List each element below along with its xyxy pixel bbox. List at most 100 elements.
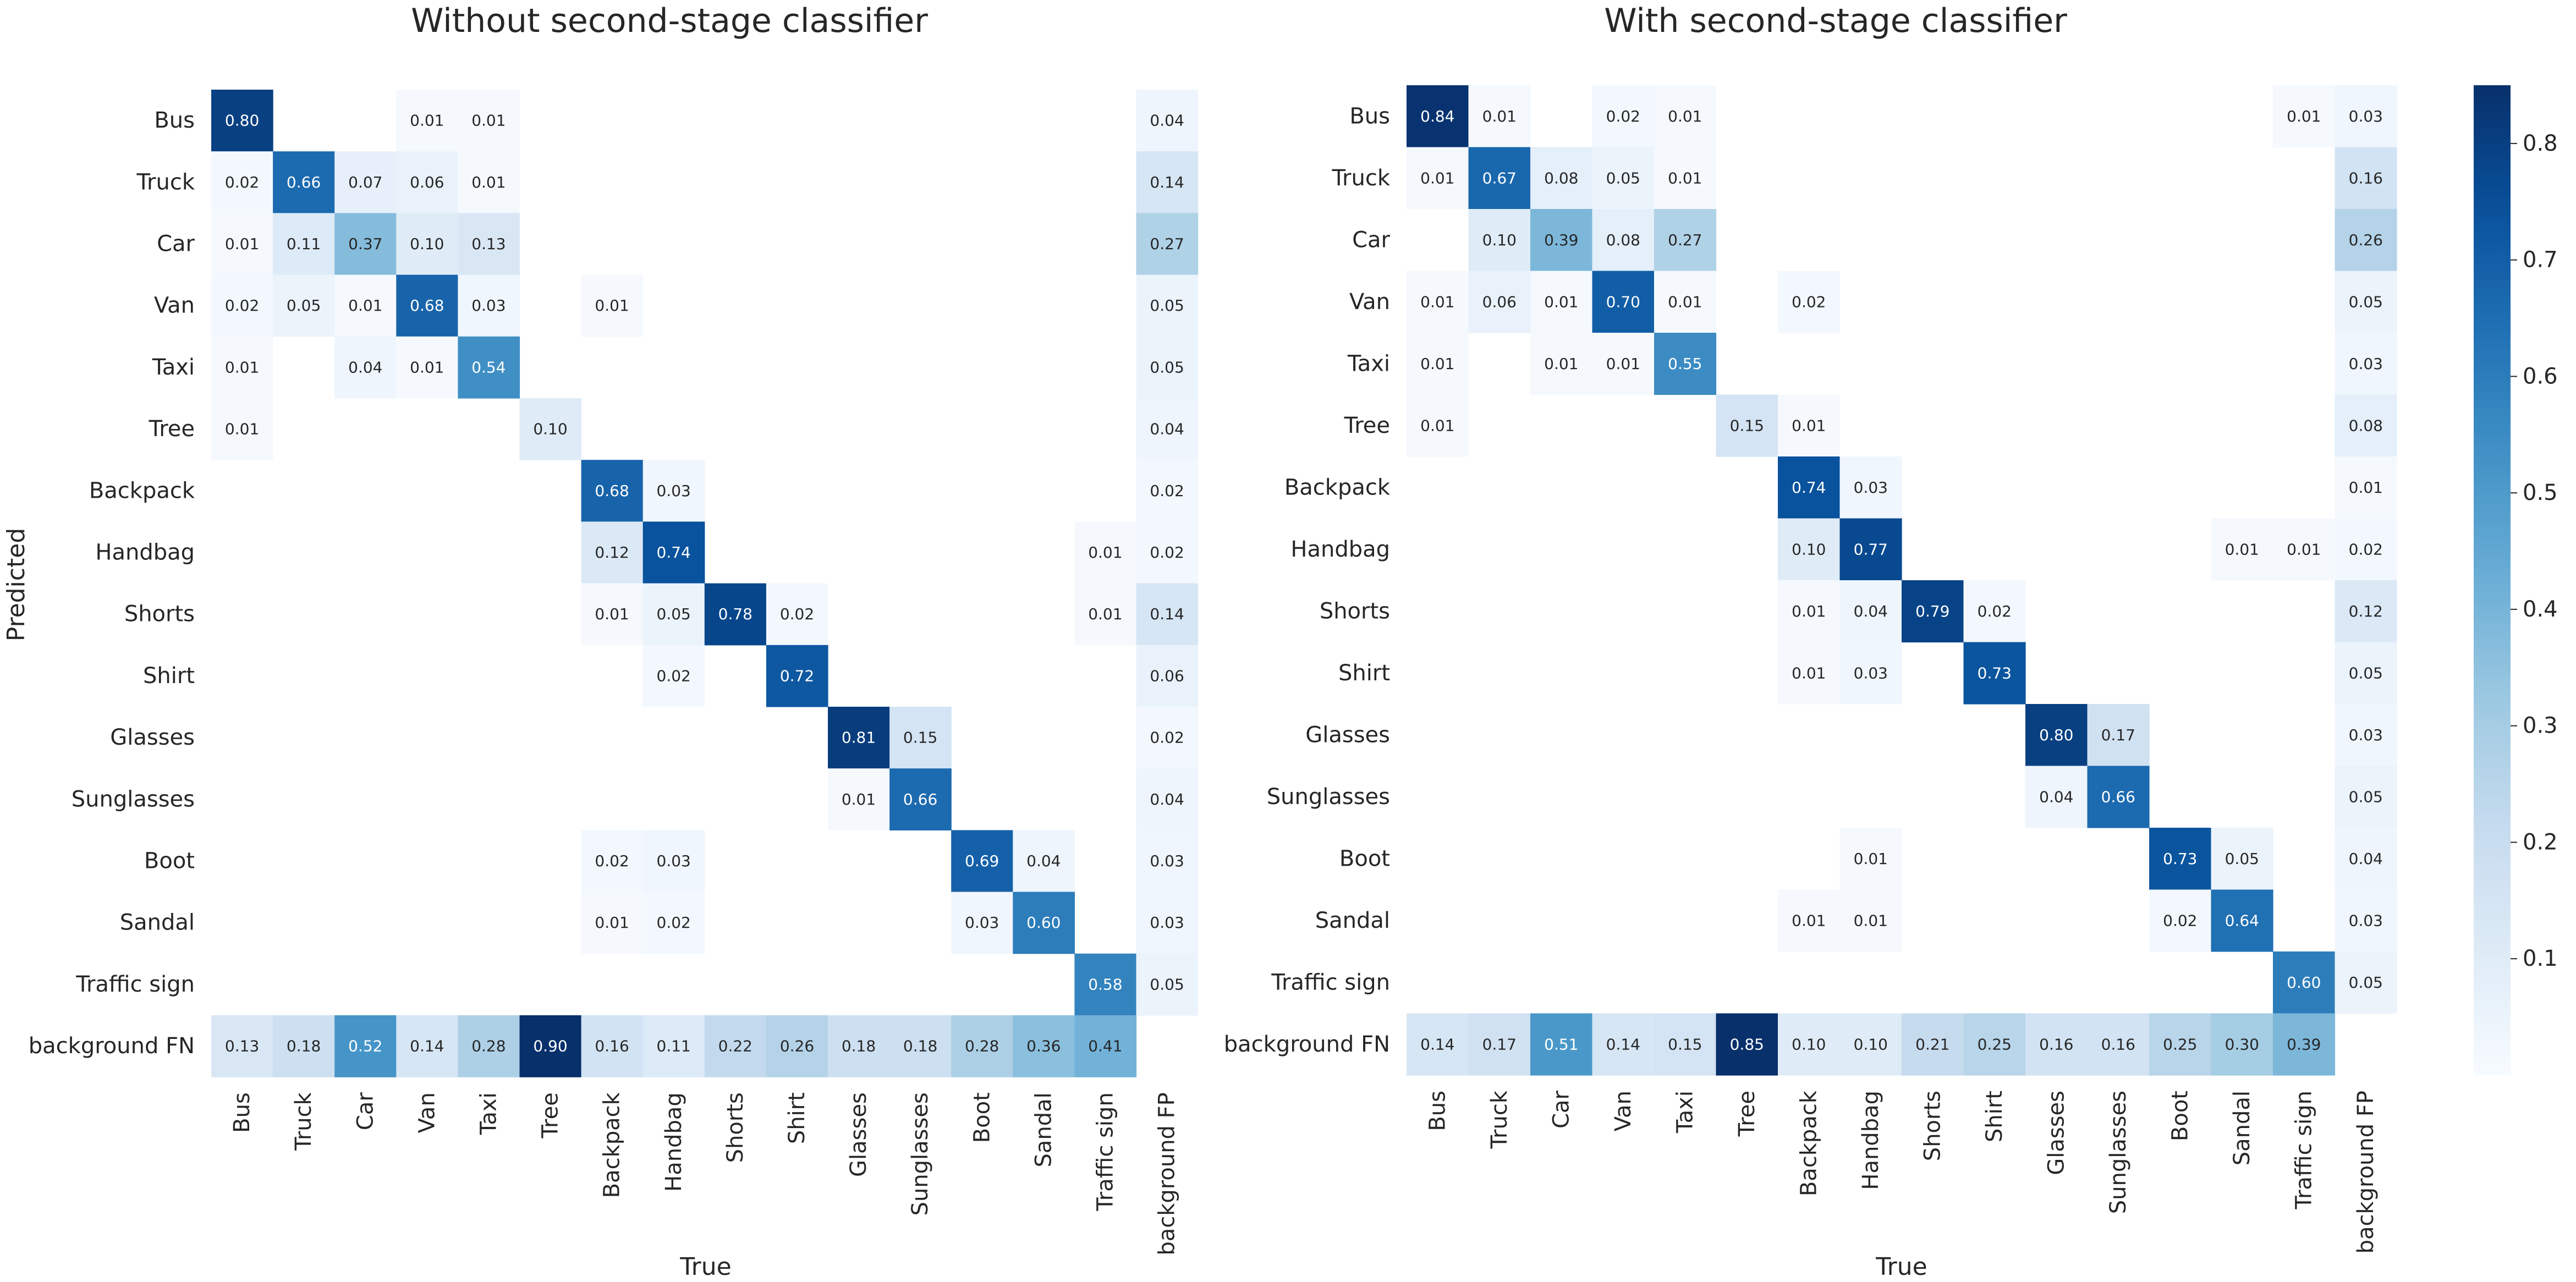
- heatmap-cell-van-bus: [211, 274, 273, 337]
- heatmap-cell-shorts-backpack: [581, 583, 644, 646]
- cell-value-label: 0.02: [1792, 293, 1826, 311]
- cell-value-label: 0.01: [1420, 355, 1454, 373]
- heatmap-cell-truck-background-fp: [2335, 147, 2397, 210]
- cell-value-label: 0.14: [1150, 173, 1184, 191]
- heatmap-cell-taxi-van: [396, 336, 458, 399]
- cell-value-label: 0.70: [1606, 293, 1640, 311]
- cell-value-label: 0.69: [965, 852, 999, 870]
- heatmap-cell-shorts-handbag: [1839, 580, 1902, 643]
- heatmap-cell-traffic-sign-background-fp: [2335, 951, 2397, 1014]
- heatmap-cell-tree-bus: [1407, 394, 1469, 457]
- heatmap-cell-sunglasses-glasses: [828, 768, 890, 830]
- cell-value-label: 0.01: [2349, 478, 2383, 497]
- cell-value-label: 0.05: [287, 296, 321, 315]
- heatmap-cells: 0.80 0.01 0.01 0.04 0.02 0.66 0.07 0.06 0.01 0.14…: [211, 90, 1199, 1077]
- heatmap-cell-tree-bus: [211, 398, 273, 460]
- cell-value-label: 0.01: [1792, 416, 1826, 434]
- y-tick-label-boot: Boot: [1339, 846, 1390, 871]
- cell-value-label: 0.12: [2349, 602, 2383, 620]
- cell-value-label: 0.03: [2349, 107, 2383, 125]
- cell-value-label: 0.01: [595, 605, 629, 623]
- cell-value-label: 0.14: [1150, 605, 1184, 623]
- colorbar-tick-label: 0.6: [2523, 364, 2558, 389]
- heatmap-cell-shirt-shirt: [766, 645, 828, 707]
- cell-value-label: 0.02: [1150, 543, 1184, 562]
- cell-value-label: 0.01: [225, 235, 259, 253]
- cell-value-label: 0.03: [1150, 852, 1184, 870]
- cell-value-label: 0.05: [2225, 850, 2259, 868]
- y-tick-label-backpack: Backpack: [1284, 475, 1391, 500]
- cell-value-label: 0.01: [471, 112, 506, 130]
- heatmap-cell-handbag-sandal: [2211, 518, 2273, 581]
- heatmap-cell-shirt-shirt: [1963, 642, 2026, 705]
- x-tick-label-backpack: Backpack: [1796, 1090, 1821, 1196]
- cell-value-label: 0.30: [2225, 1035, 2259, 1053]
- cell-value-label: 0.10: [410, 235, 444, 253]
- heatmap-cell-car-truck: [273, 213, 335, 276]
- heatmap-cell-boot-backpack: [581, 830, 644, 893]
- cell-value-label: 0.58: [1088, 975, 1122, 993]
- heatmap-cell-shorts-shirt: [1963, 580, 2026, 643]
- heatmap-cell-handbag-background-fp: [1136, 521, 1199, 584]
- y-tick-label-sunglasses: Sunglasses: [72, 786, 195, 812]
- heatmap-cell-boot-sandal: [2211, 828, 2273, 890]
- heatmap-cell-bus-taxi: [1654, 85, 1717, 148]
- heatmap-cell-van-backpack: [581, 274, 644, 337]
- y-tick-label-sunglasses: Sunglasses: [1267, 784, 1390, 810]
- heatmap-panel-with-classifier: With second-stage classifier True 0.84 0.…: [1224, 2, 2397, 1281]
- heatmap-cell-taxi-car: [1530, 333, 1593, 395]
- cell-value-label: 0.67: [1482, 169, 1517, 187]
- cell-value-label: 0.26: [780, 1037, 814, 1055]
- heatmap-cell-car-taxi: [458, 213, 520, 276]
- cell-value-label: 0.85: [1730, 1035, 1764, 1053]
- heatmap-cell-van-van: [396, 274, 458, 337]
- y-tick-label-handbag: Handbag: [1290, 537, 1390, 562]
- y-tick-label-glasses: Glasses: [110, 725, 195, 750]
- cell-value-label: 0.10: [1792, 1035, 1826, 1053]
- cell-value-label: 0.05: [2349, 664, 2383, 682]
- cell-value-label: 0.01: [410, 358, 444, 376]
- heatmap-panel-without-classifier: Without second-stage classifier Predicte…: [2, 2, 1199, 1281]
- cell-value-label: 0.60: [1026, 914, 1061, 932]
- x-tick-label-bus: Bus: [1425, 1091, 1450, 1131]
- cell-value-label: 0.01: [1544, 355, 1578, 373]
- cell-value-label: 0.72: [780, 667, 814, 685]
- colorbar-tick-label: 0.3: [2523, 713, 2558, 739]
- heatmap-cell-sandal-background-fp: [1136, 892, 1199, 954]
- heatmap-cell-van-background-fp: [1136, 274, 1199, 337]
- cell-value-label: 0.06: [410, 173, 444, 191]
- cell-value-label: 0.18: [842, 1037, 876, 1055]
- heatmap-cell-boot-background-fp: [1136, 830, 1199, 893]
- cell-value-label: 0.28: [965, 1037, 999, 1055]
- heatmap-cell-background-fn-van: [396, 1015, 458, 1077]
- cell-value-label: 0.74: [657, 543, 691, 562]
- cell-value-label: 0.01: [1854, 850, 1888, 868]
- x-tick-label-truck: Truck: [291, 1092, 316, 1151]
- cell-value-label: 0.22: [718, 1037, 753, 1055]
- cell-value-label: 0.05: [2349, 973, 2383, 992]
- heatmap-cell-tree-background-fp: [1136, 398, 1199, 460]
- x-tick-label-traffic-sign: Traffic sign: [2291, 1091, 2316, 1210]
- cell-value-label: 0.10: [533, 420, 567, 438]
- heatmap-cell-car-car: [334, 213, 397, 276]
- cell-value-label: 0.01: [1668, 293, 1702, 311]
- heatmap-cell-truck-car: [1530, 147, 1593, 210]
- heatmap-cell-glasses-sunglasses: [2087, 704, 2150, 767]
- heatmap-cell-traffic-sign-traffic-sign: [2273, 951, 2336, 1014]
- x-axis-label: True: [1875, 1253, 1927, 1281]
- cell-value-label: 0.26: [2349, 231, 2383, 249]
- cell-value-label: 0.25: [1978, 1035, 2012, 1053]
- cell-value-label: 0.08: [1606, 231, 1640, 249]
- cell-value-label: 0.04: [2039, 788, 2073, 806]
- x-tick-labels: Bus Truck Car Van Taxi Tree Backpack Handbag Sho…: [1425, 1090, 2378, 1253]
- heatmap-cell-handbag-traffic-sign: [1074, 521, 1137, 584]
- cell-value-label: 0.10: [1482, 231, 1517, 249]
- x-tick-label-glasses: Glasses: [846, 1092, 871, 1177]
- cell-value-label: 0.66: [903, 790, 937, 808]
- heatmap-cell-van-van: [1592, 271, 1655, 333]
- cell-value-label: 0.64: [2225, 911, 2259, 929]
- colorbar-ticks: 0.1 0.2 0.3 0.4 0.5 0.6 0.7 0.8: [2511, 131, 2558, 971]
- x-tick-label-car: Car: [353, 1092, 378, 1130]
- heatmap-cell-van-taxi: [1654, 271, 1717, 333]
- cell-value-label: 0.68: [595, 482, 629, 500]
